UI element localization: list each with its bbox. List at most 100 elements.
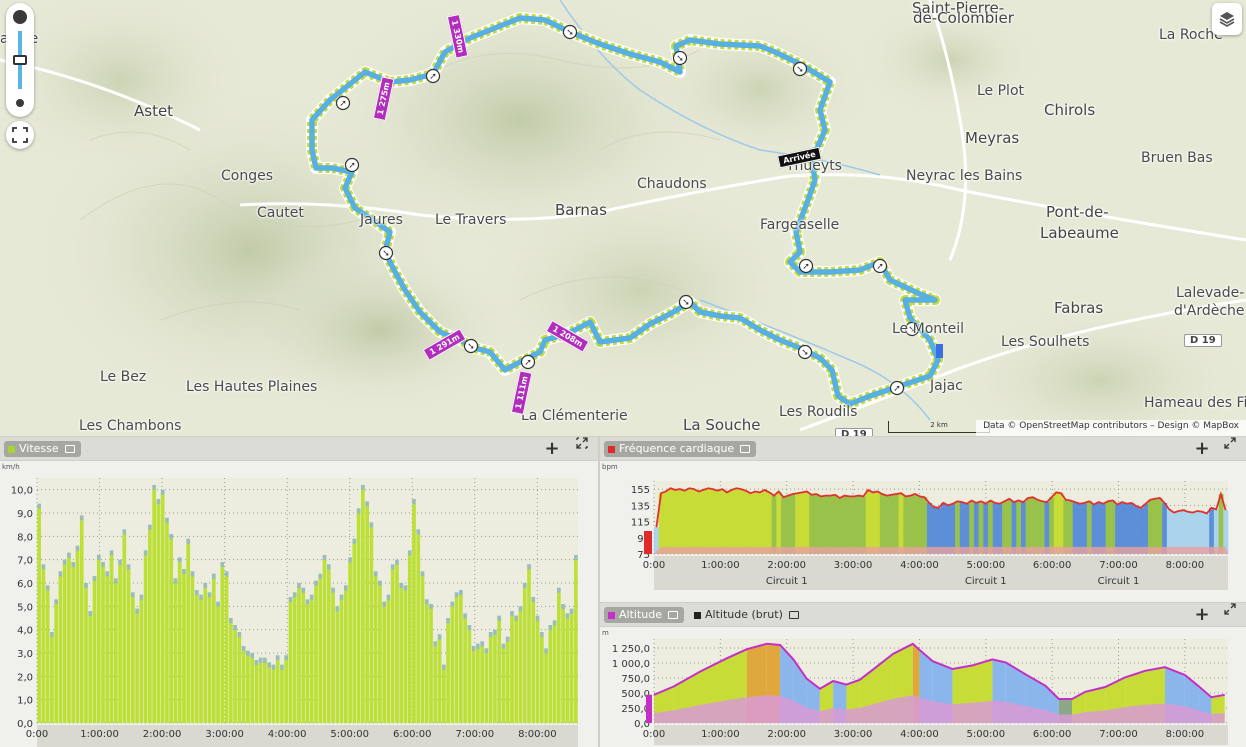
add-series-button[interactable]: + xyxy=(1194,604,1210,625)
hr-zone-bar xyxy=(776,491,782,554)
x-tick-label: 8:00:00 xyxy=(1166,729,1205,740)
speed-chart[interactable]: 0,0 1,0 2,0 3,0 4,0 5,0 6,0 7,0 8,0 9,0 10,0 0:00 1:… xyxy=(0,461,598,747)
comment-icon[interactable] xyxy=(788,611,799,619)
add-series-button[interactable]: + xyxy=(1194,438,1210,459)
hr-zone-bar xyxy=(1035,499,1041,554)
zoom-in-button[interactable] xyxy=(6,3,34,31)
x-tick-label: 0:00 xyxy=(26,729,48,740)
hr-zone-bar xyxy=(1044,502,1050,554)
speed-bar-cap xyxy=(309,594,314,601)
zoom-out-button[interactable] xyxy=(6,89,34,117)
panel-divider[interactable] xyxy=(598,436,600,747)
zoom-control[interactable] xyxy=(6,3,34,117)
hr-zone-bar xyxy=(898,493,904,554)
speed-bar-cap xyxy=(450,601,455,608)
speed-bar-cap xyxy=(395,559,399,566)
speed-bar-cap xyxy=(476,643,480,650)
place-label: Chaudons xyxy=(637,176,707,192)
hr-zone-bar xyxy=(1072,502,1078,554)
speed-bar xyxy=(407,555,412,723)
hr-zone-bar xyxy=(865,489,871,554)
altitude-chart[interactable]: 0,0 250,0 500,0 750,0 1 000,0 1 250,0 0:00 1:00… xyxy=(600,627,1246,747)
speed-bar xyxy=(148,529,152,723)
x-tick-label: 0:00 xyxy=(643,729,665,740)
lap-label: Circuit 1 xyxy=(1098,576,1140,587)
speed-bar-cap xyxy=(352,538,357,545)
place-label: Le Plot xyxy=(977,83,1025,99)
hr-zone-bar xyxy=(893,493,899,554)
hr-zone-bar xyxy=(823,495,829,554)
speed-bar xyxy=(488,637,493,723)
x-tick-label: 8:00:00 xyxy=(1166,560,1205,571)
hr-zone-bar xyxy=(809,494,815,554)
speed-bar xyxy=(480,646,484,723)
speed-bar xyxy=(403,590,408,723)
place-label: Fargeaselle xyxy=(760,217,840,233)
speed-bar-cap xyxy=(561,604,565,610)
fullscreen-button[interactable] xyxy=(6,121,34,149)
speed-bar-cap xyxy=(118,559,122,566)
speed-bar-cap xyxy=(280,664,284,671)
speed-bar-cap xyxy=(331,587,335,594)
expand-icon[interactable] xyxy=(576,437,588,449)
expand-icon[interactable] xyxy=(1224,603,1236,615)
speed-bar-cap xyxy=(109,550,114,557)
svg-text:➘: ➘ xyxy=(908,325,916,335)
x-tick-label: 0:00 xyxy=(643,560,665,571)
hr-zone-bar xyxy=(1129,502,1135,554)
hr-start-marker xyxy=(644,531,652,554)
place-label: Jajac xyxy=(930,378,963,394)
hr-zone-bar xyxy=(955,501,961,554)
speed-bar xyxy=(50,637,54,723)
hr-zone-bar xyxy=(1020,502,1026,554)
hr-zone-bar xyxy=(748,493,754,554)
speed-bar-cap xyxy=(292,592,297,599)
layers-button[interactable] xyxy=(1212,3,1242,35)
speed-bar xyxy=(284,660,289,723)
map-attribution[interactable]: Data © OpenStreetMap contributors – Desi… xyxy=(976,420,1246,436)
hr-zone-bar xyxy=(1115,504,1121,554)
zoom-slider-handle[interactable] xyxy=(13,55,27,65)
speed-bar xyxy=(527,569,531,723)
speed-bar-cap xyxy=(207,592,212,599)
speed-bar-cap xyxy=(186,538,191,545)
raw-altitude-series-toggle[interactable]: Altitude (brut) xyxy=(690,607,805,623)
speed-bar-cap xyxy=(305,599,310,606)
x-tick-label: 2:00:00 xyxy=(767,729,806,740)
add-series-button[interactable]: + xyxy=(544,438,560,459)
hr-zone-bar xyxy=(1053,492,1059,554)
speed-bar xyxy=(574,560,578,723)
hr-zone-bar xyxy=(908,495,914,554)
comment-icon[interactable] xyxy=(740,445,751,453)
comment-icon[interactable] xyxy=(64,445,75,453)
comment-icon[interactable] xyxy=(668,611,678,619)
hr-zone-bar xyxy=(1133,506,1139,554)
speed-bar xyxy=(135,613,139,723)
expand-icon[interactable] xyxy=(1224,437,1236,449)
speed-bar-cap xyxy=(459,590,463,596)
y-tick-label: 4,0 xyxy=(17,626,33,637)
speed-bar-cap xyxy=(165,517,169,524)
speed-bar xyxy=(275,660,280,723)
heart-rate-chart[interactable]: 75 95 115 135 155 0:00 1:00:00 2:00:00 3:00:00 4:… xyxy=(600,461,1246,603)
place-label: de-Colombier xyxy=(913,9,1014,27)
hr-zone-bar xyxy=(738,489,744,554)
altitude-series-toggle[interactable]: Altitude xyxy=(604,607,684,623)
map-terrain: ➚ ➘ ➘ ➘ ➚ ➚ ➘ ➘ ➚ ➘ ➚ ➘ ➘ ➚ ➚ xyxy=(0,0,1246,436)
speed-bar-cap xyxy=(173,578,178,585)
hr-zone-bar xyxy=(1110,500,1116,554)
speed-series-toggle[interactable]: Vitesse xyxy=(4,441,81,457)
speed-bar xyxy=(62,564,67,723)
place-label: Les Chambons xyxy=(79,418,182,434)
map-view[interactable]: ➚ ➘ ➘ ➘ ➚ ➚ ➘ ➘ ➚ ➘ ➚ ➘ ➘ ➚ ➚ Saint-Pierre-de-Colo… xyxy=(0,0,1246,436)
speed-bar xyxy=(373,576,378,723)
y-tick-label: 155 xyxy=(631,485,650,496)
hr-zone-bar xyxy=(771,495,777,554)
speed-bar xyxy=(497,620,502,723)
heart-series-toggle[interactable]: Fréquence cardiaque xyxy=(604,441,757,457)
hr-zone-bar xyxy=(743,490,749,554)
hr-zone-bar xyxy=(1143,503,1149,554)
speed-bar xyxy=(314,585,318,723)
hr-zone-bar xyxy=(1190,512,1196,554)
place-label: Jaures xyxy=(360,212,403,228)
